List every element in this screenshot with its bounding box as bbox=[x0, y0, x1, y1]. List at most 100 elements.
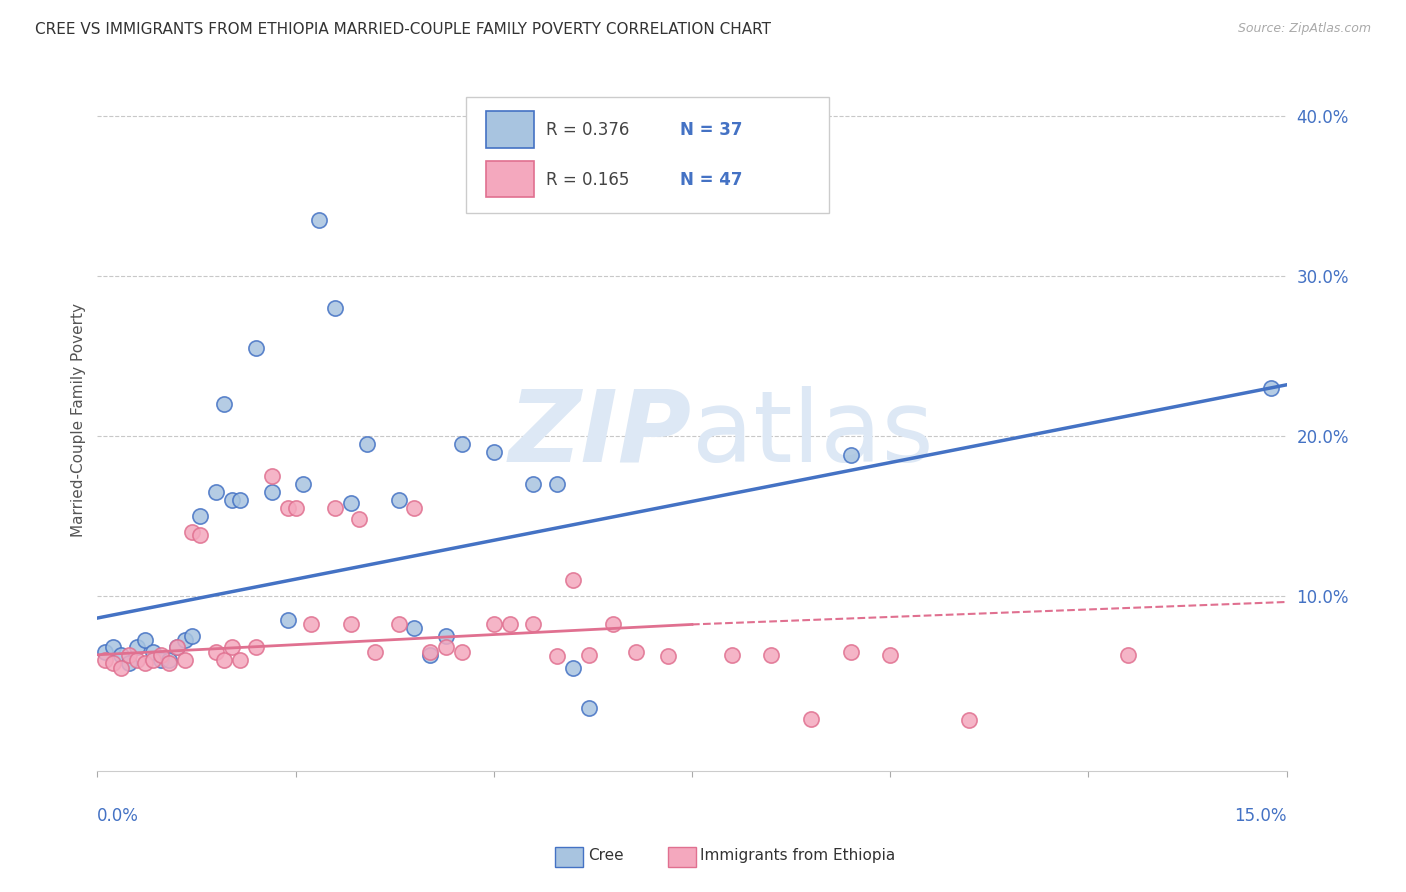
Point bbox=[839, 644, 862, 658]
Point bbox=[292, 476, 315, 491]
Point bbox=[103, 656, 125, 670]
Point bbox=[404, 500, 426, 515]
Point bbox=[498, 617, 520, 632]
Point bbox=[657, 649, 679, 664]
Point bbox=[94, 652, 117, 666]
Point bbox=[419, 648, 441, 662]
Point bbox=[347, 512, 370, 526]
Point bbox=[356, 437, 378, 451]
Text: Source: ZipAtlas.com: Source: ZipAtlas.com bbox=[1237, 22, 1371, 36]
Point bbox=[134, 656, 156, 670]
Point bbox=[522, 476, 544, 491]
Point bbox=[626, 644, 648, 658]
Point bbox=[277, 500, 299, 515]
Text: atlas: atlas bbox=[692, 385, 934, 483]
Point bbox=[340, 496, 363, 510]
Point bbox=[142, 652, 165, 666]
Point bbox=[1260, 381, 1282, 395]
Point bbox=[103, 640, 125, 654]
Point bbox=[118, 656, 141, 670]
Point bbox=[839, 448, 862, 462]
Point bbox=[388, 617, 411, 632]
Point bbox=[546, 476, 568, 491]
Point bbox=[166, 640, 188, 654]
Point bbox=[173, 633, 195, 648]
Y-axis label: Married-Couple Family Poverty: Married-Couple Family Poverty bbox=[72, 303, 86, 537]
Point bbox=[125, 652, 148, 666]
Point bbox=[451, 644, 474, 658]
Point bbox=[221, 492, 243, 507]
Point bbox=[190, 528, 212, 542]
Text: Cree: Cree bbox=[588, 847, 623, 863]
Point bbox=[879, 648, 901, 662]
Point bbox=[181, 524, 204, 539]
Point bbox=[522, 617, 544, 632]
Point bbox=[720, 648, 742, 662]
FancyBboxPatch shape bbox=[465, 96, 828, 212]
Text: N = 47: N = 47 bbox=[681, 170, 742, 188]
Text: 15.0%: 15.0% bbox=[1234, 806, 1286, 824]
Point bbox=[388, 492, 411, 507]
Point bbox=[221, 640, 243, 654]
Point bbox=[562, 660, 585, 674]
Point bbox=[157, 656, 180, 670]
Point bbox=[419, 644, 441, 658]
Point bbox=[482, 617, 505, 632]
Text: N = 37: N = 37 bbox=[681, 120, 742, 138]
Point bbox=[118, 648, 141, 662]
Point bbox=[451, 437, 474, 451]
Point bbox=[602, 617, 624, 632]
Point bbox=[245, 640, 267, 654]
Point bbox=[959, 713, 981, 727]
Point bbox=[364, 644, 387, 658]
Point bbox=[260, 468, 283, 483]
Point bbox=[157, 652, 180, 666]
Point bbox=[434, 640, 457, 654]
Point bbox=[546, 649, 568, 664]
Point bbox=[149, 648, 172, 662]
Point bbox=[212, 397, 235, 411]
FancyBboxPatch shape bbox=[486, 112, 534, 148]
Point bbox=[173, 652, 195, 666]
Point bbox=[277, 613, 299, 627]
Point bbox=[284, 500, 307, 515]
Point bbox=[562, 573, 585, 587]
Point bbox=[190, 508, 212, 523]
Text: CREE VS IMMIGRANTS FROM ETHIOPIA MARRIED-COUPLE FAMILY POVERTY CORRELATION CHART: CREE VS IMMIGRANTS FROM ETHIOPIA MARRIED… bbox=[35, 22, 770, 37]
Text: R = 0.165: R = 0.165 bbox=[546, 170, 628, 188]
Point bbox=[110, 660, 132, 674]
Point bbox=[434, 629, 457, 643]
Point bbox=[1116, 648, 1139, 662]
Point bbox=[134, 633, 156, 648]
Point bbox=[299, 617, 322, 632]
Point bbox=[205, 644, 228, 658]
Point bbox=[166, 640, 188, 654]
Point bbox=[260, 484, 283, 499]
Point bbox=[205, 484, 228, 499]
Point bbox=[212, 652, 235, 666]
Point bbox=[142, 644, 165, 658]
Point bbox=[800, 712, 823, 726]
Point bbox=[229, 652, 252, 666]
Point bbox=[482, 445, 505, 459]
Point bbox=[761, 648, 783, 662]
Point bbox=[229, 492, 252, 507]
Point bbox=[125, 640, 148, 654]
Point bbox=[340, 617, 363, 632]
Point bbox=[323, 301, 346, 315]
Point bbox=[245, 341, 267, 355]
Text: R = 0.376: R = 0.376 bbox=[546, 120, 628, 138]
Point bbox=[308, 213, 330, 227]
Point bbox=[149, 652, 172, 666]
Text: Immigrants from Ethiopia: Immigrants from Ethiopia bbox=[700, 847, 896, 863]
Point bbox=[94, 644, 117, 658]
FancyBboxPatch shape bbox=[486, 161, 534, 197]
Point bbox=[110, 648, 132, 662]
Point bbox=[323, 500, 346, 515]
Point bbox=[578, 648, 600, 662]
Point bbox=[404, 621, 426, 635]
Text: ZIP: ZIP bbox=[509, 385, 692, 483]
Point bbox=[578, 700, 600, 714]
Point bbox=[181, 629, 204, 643]
Text: 0.0%: 0.0% bbox=[97, 806, 139, 824]
